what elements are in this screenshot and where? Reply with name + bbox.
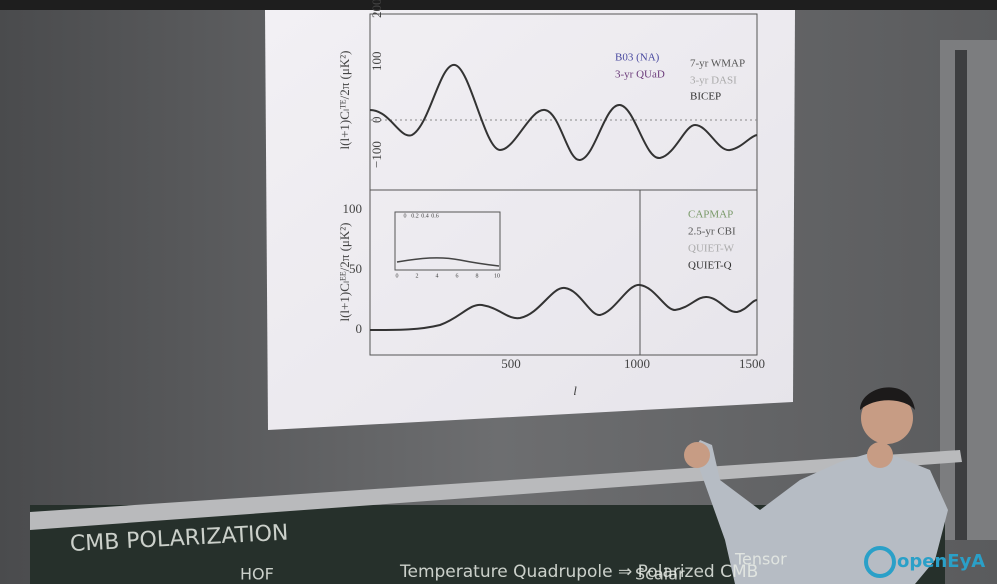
legend-entry: CAPMAP: [688, 209, 733, 221]
y-axis-label: l(l+1)Cₗᴱᴱ/2π (μK²): [337, 222, 352, 321]
x-tick-label: 500: [501, 356, 521, 371]
plot-frame: [369, 13, 758, 356]
inset-tick-label: 4: [436, 273, 439, 279]
legend-entry: QUIET-W: [688, 243, 735, 255]
ee-curve: [369, 284, 758, 331]
x-tick-label: 1500: [739, 356, 765, 371]
y-tick-label: 100: [369, 52, 384, 72]
legend-entry: BICEP: [690, 91, 721, 103]
x-axis-label: l: [573, 383, 577, 398]
chalk-text: HOF: [240, 565, 274, 584]
y-axis-label: l(l+1)Cₗᵀᴱ/2π (μK²): [337, 51, 352, 150]
chalk-text: Tensor: [734, 550, 787, 569]
y-tick-label: 0: [356, 321, 363, 336]
logo-mark: [864, 546, 896, 578]
projected-slide: [265, 10, 795, 430]
inset-tick-label: 0.4: [421, 213, 429, 219]
legend-entry: 3-yr QUaD: [615, 69, 665, 81]
inset-tick-label: 8: [476, 273, 479, 279]
logo-text: openEyA: [897, 551, 985, 572]
inset-tick-label: 10: [494, 273, 500, 279]
door-frame: [955, 50, 967, 540]
y-tick-label: 100: [343, 201, 363, 216]
inset-tick-label: 0: [404, 213, 407, 219]
y-tick-label: −100: [369, 141, 384, 168]
inset-frame: [394, 211, 501, 271]
chalk-text: Temperature Quadrupole ⇒ Polarized CMB: [399, 562, 758, 582]
legend-entry: 7-yr WMAP: [690, 58, 745, 70]
side-panel: [940, 40, 997, 540]
inset-curve: [396, 257, 500, 267]
legend-entry: 3-yr DASI: [690, 75, 737, 87]
te-curve: [369, 64, 758, 161]
y-tick-label: 200: [369, 0, 384, 18]
x-tick-label: 1000: [624, 356, 650, 371]
y-tick-label: 50: [349, 261, 362, 276]
legend-entry: 2.5-yr CBI: [688, 226, 736, 238]
inset-tick-label: 0.6: [431, 213, 439, 219]
chalk-text: Scalar: [635, 565, 685, 584]
person-hand: [867, 442, 893, 468]
legend-entry: B03 (NA): [615, 52, 660, 64]
person-face: [861, 392, 913, 444]
inset-tick-label: 0.2: [411, 213, 419, 219]
inset-tick-label: 6: [456, 273, 459, 279]
person-fist: [684, 442, 710, 468]
y-tick-label: 0: [369, 117, 384, 124]
legend-entry: QUIET-Q: [688, 260, 732, 272]
board-rail: [30, 450, 962, 530]
ceiling: [0, 0, 997, 10]
inset-tick-label: 2: [416, 273, 419, 279]
inset-tick-label: 0: [396, 273, 399, 279]
person-hair: [860, 387, 915, 410]
